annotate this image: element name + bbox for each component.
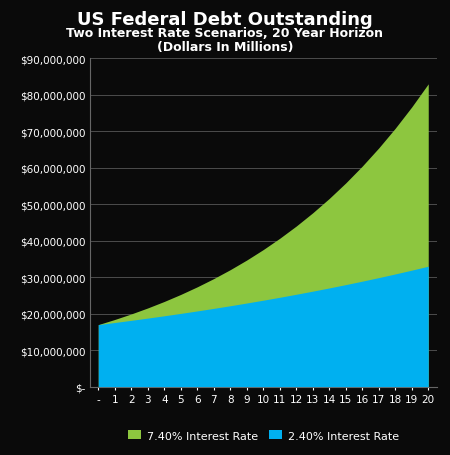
Text: Two Interest Rate Scenarios, 20 Year Horizon: Two Interest Rate Scenarios, 20 Year Hor…: [67, 27, 383, 40]
Legend: 7.40% Interest Rate, 2.40% Interest Rate: 7.40% Interest Rate, 2.40% Interest Rate: [123, 426, 403, 445]
Text: US Federal Debt Outstanding: US Federal Debt Outstanding: [77, 11, 373, 29]
Text: (Dollars In Millions): (Dollars In Millions): [157, 41, 293, 54]
